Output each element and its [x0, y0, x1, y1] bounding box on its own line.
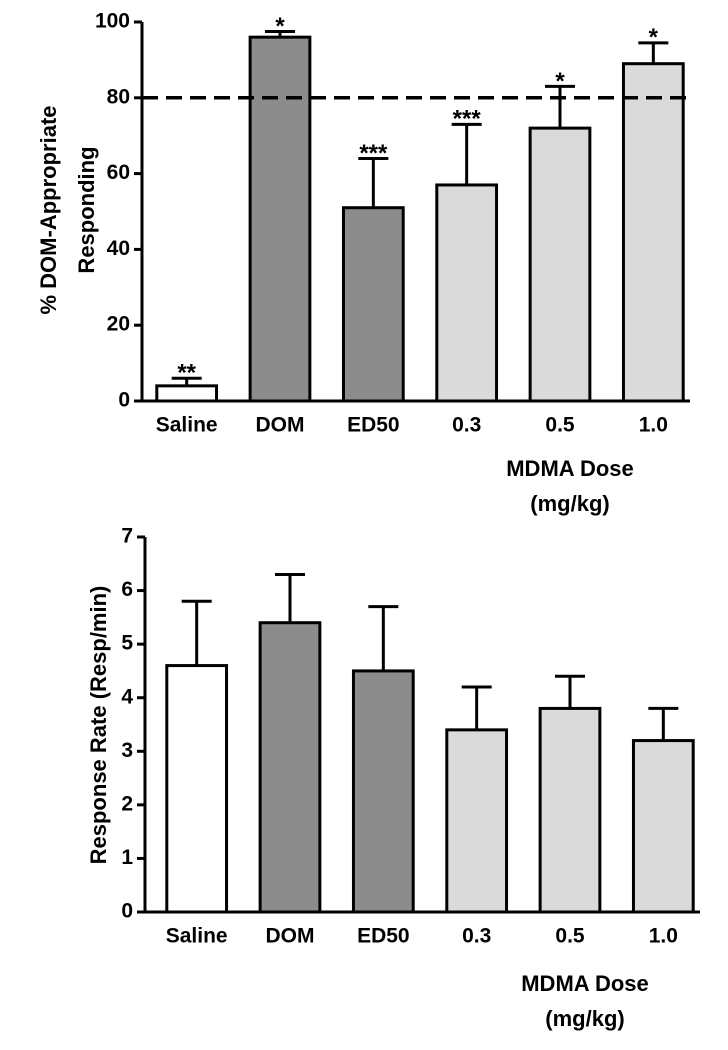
y-tick-label: 6 — [121, 578, 133, 601]
x-axis-label: (mg/kg) — [545, 1006, 624, 1031]
bar — [165, 664, 229, 914]
y-tick-label: 80 — [107, 85, 130, 108]
y-axis-label: Responding — [74, 146, 99, 273]
significance-label: * — [555, 68, 565, 95]
significance-label: * — [649, 24, 659, 51]
x-tick-label: 0.3 — [462, 925, 491, 948]
x-tick-label: Saline — [156, 414, 218, 437]
bar — [155, 384, 219, 403]
y-tick-label: 60 — [107, 161, 130, 184]
bar — [258, 621, 322, 914]
significance-label: *** — [359, 140, 388, 167]
bar — [341, 206, 405, 403]
x-tick-label: DOM — [266, 925, 315, 948]
bar — [435, 183, 499, 403]
bar — [248, 35, 312, 403]
x-tick-label: DOM — [256, 414, 305, 437]
y-tick-label: 40 — [107, 237, 130, 260]
y-tick-label: 2 — [121, 792, 133, 815]
x-tick-label: 0.5 — [555, 925, 585, 948]
bar — [621, 62, 685, 403]
x-tick-label: ED50 — [347, 414, 400, 437]
bar — [631, 739, 695, 914]
bar — [528, 126, 592, 403]
x-tick-label: 1.0 — [649, 925, 678, 948]
significance-label: * — [275, 13, 285, 40]
y-tick-label: 20 — [107, 313, 130, 336]
significance-label: *** — [453, 106, 482, 133]
y-tick-label: 100 — [95, 10, 130, 33]
x-tick-label: 0.5 — [545, 414, 575, 437]
bar — [351, 669, 415, 914]
x-tick-label: ED50 — [357, 925, 410, 948]
x-axis-label: MDMA Dose — [506, 456, 634, 481]
y-tick-label: 7 — [121, 525, 133, 548]
y-axis-label: Response Rate (Resp/min) — [86, 586, 111, 865]
y-tick-label: 0 — [121, 900, 133, 923]
x-axis-label: (mg/kg) — [530, 491, 609, 516]
y-tick-label: 5 — [121, 632, 133, 655]
y-tick-label: 0 — [118, 389, 130, 412]
y-tick-label: 1 — [121, 846, 133, 869]
significance-label: ** — [177, 360, 196, 387]
x-tick-label: Saline — [166, 925, 228, 948]
bar — [538, 706, 602, 914]
y-tick-label: 4 — [121, 685, 133, 708]
bar — [445, 728, 509, 914]
y-tick-label: 3 — [121, 739, 133, 762]
x-tick-label: 1.0 — [639, 414, 668, 437]
x-axis-label: MDMA Dose — [521, 971, 649, 996]
y-axis-label: % DOM-Appropriate — [36, 106, 61, 315]
x-tick-label: 0.3 — [452, 414, 481, 437]
